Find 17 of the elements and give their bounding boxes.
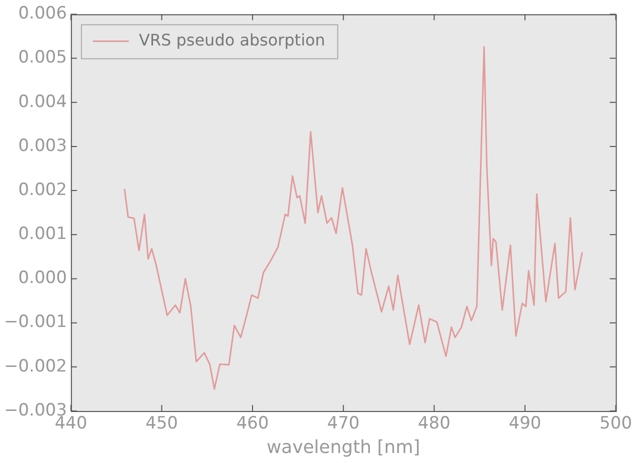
y-tick-label: −0.002 <box>4 356 67 376</box>
x-tick-label: 450 <box>145 414 178 434</box>
x-axis-title: wavelength [nm] <box>266 436 420 458</box>
y-tick-label: −0.001 <box>4 312 67 332</box>
legend-label: VRS pseudo absorption <box>138 30 326 50</box>
x-tick-label: 490 <box>508 414 542 434</box>
y-tick-label: 0.002 <box>18 180 67 200</box>
y-tick-label: 0.000 <box>18 268 67 288</box>
y-tick-label: 0.005 <box>18 48 67 68</box>
x-tick-label: 470 <box>327 414 360 434</box>
x-tick-label: 460 <box>236 414 269 434</box>
y-tick-label: 0.004 <box>18 92 67 112</box>
x-tick-label: 480 <box>418 414 450 434</box>
x-tick-label: 500 <box>600 414 632 434</box>
y-tick-label: 0.006 <box>18 4 67 24</box>
y-tick-label: 0.003 <box>18 136 67 156</box>
y-tick-label: 0.001 <box>18 224 67 244</box>
